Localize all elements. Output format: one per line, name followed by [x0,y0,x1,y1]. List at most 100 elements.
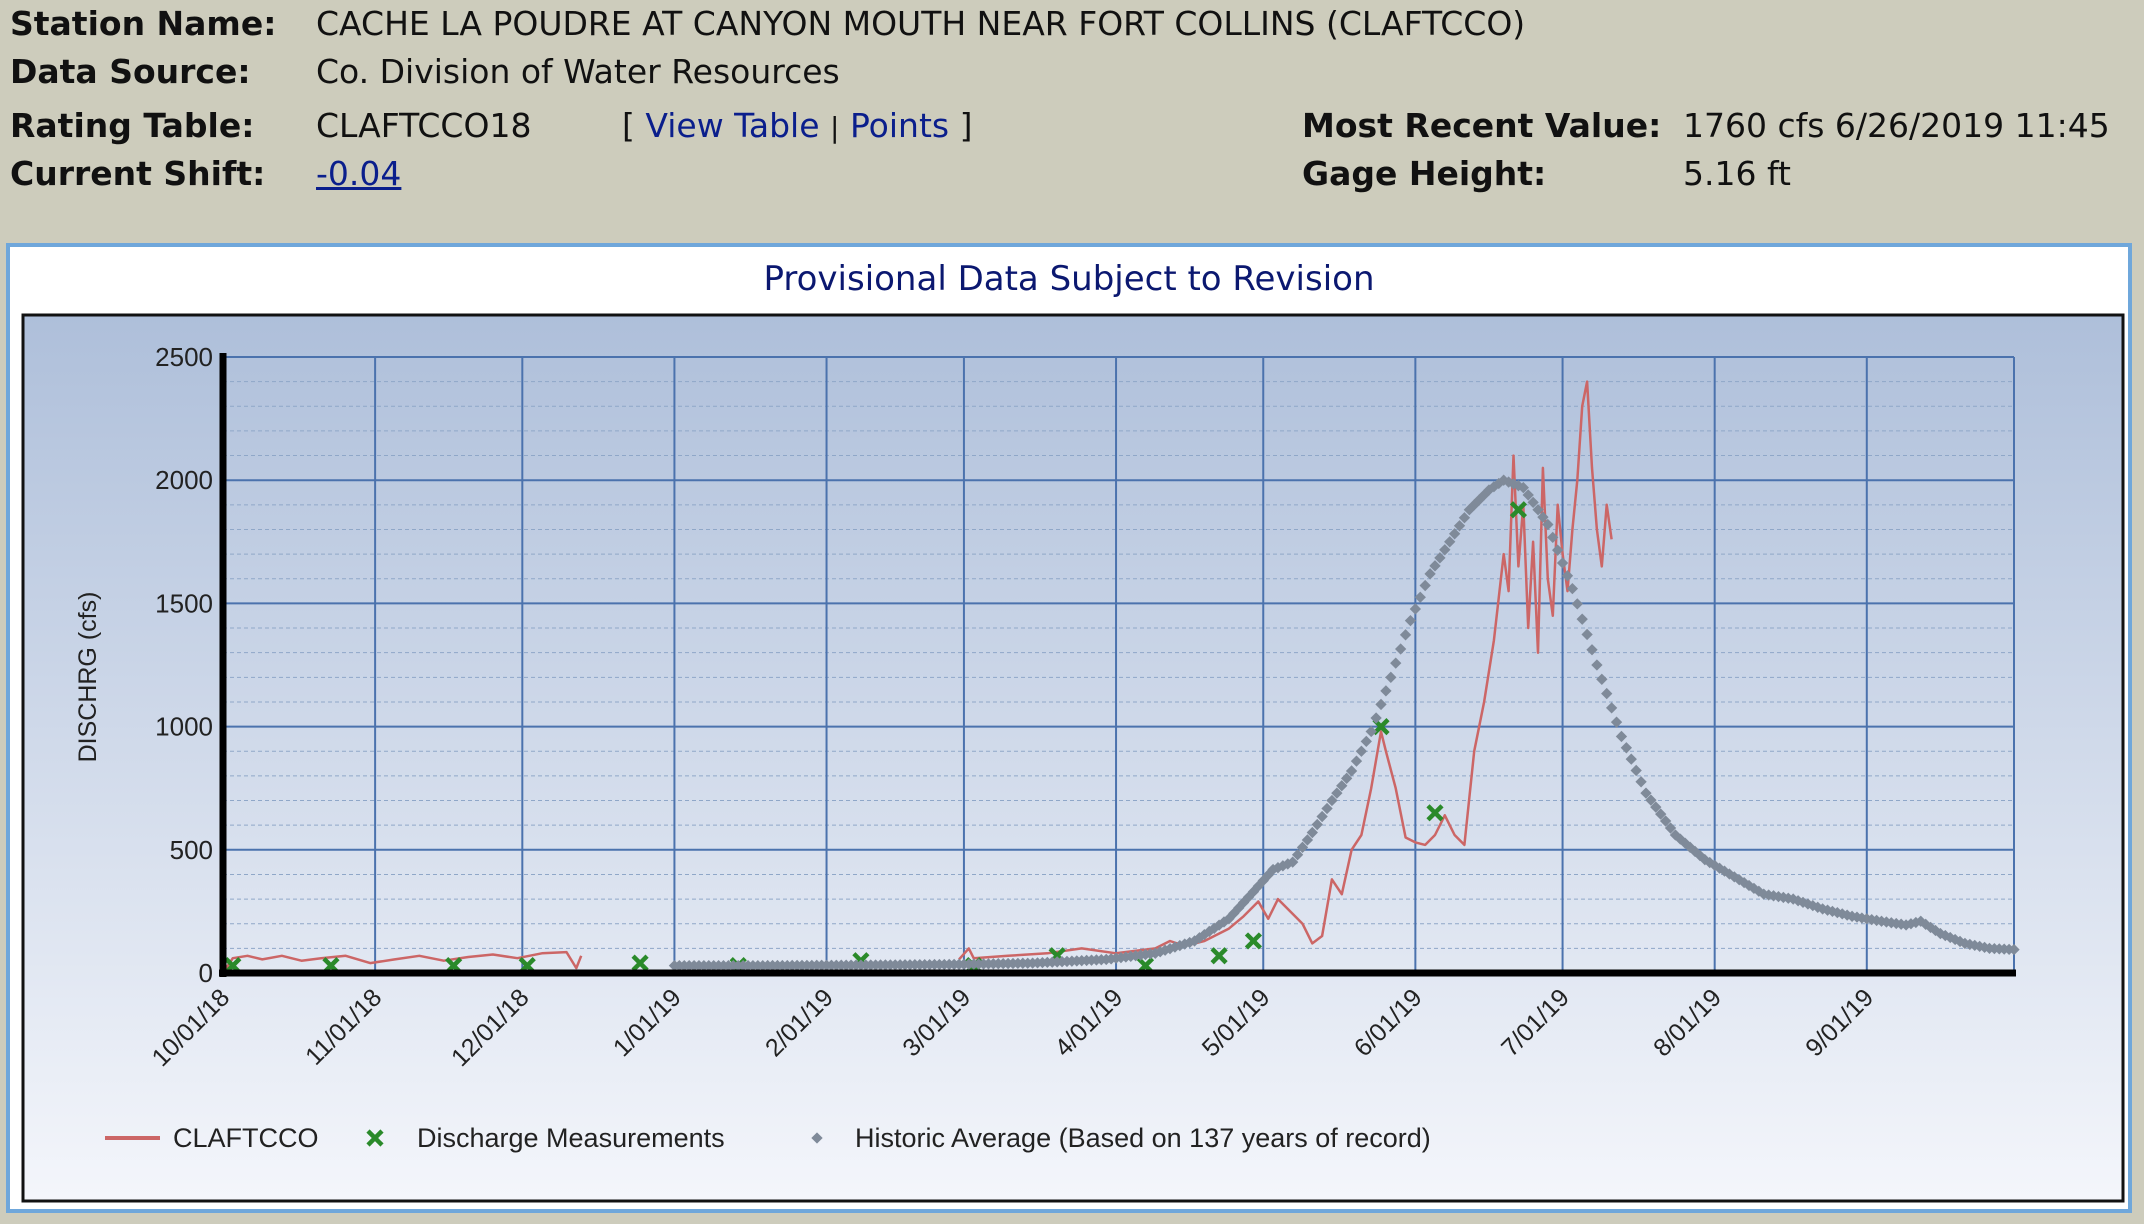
measurement-x-stroke [1210,947,1228,965]
historic-average-point [1326,794,1338,807]
legend-measurement-swatch [366,1129,384,1147]
historic-average-point [1404,614,1417,627]
current-shift-link[interactable]: -0.04 [316,154,402,193]
measurement-x-stroke [631,954,649,972]
historic-average-point [1291,849,1304,861]
historic-average-point [1345,765,1358,777]
historic-average-point [1586,644,1598,656]
historic-average-point [1640,787,1652,799]
historic-average-point [1434,552,1446,564]
historic-average-point [1581,628,1593,641]
historic-average-point [1296,841,1309,853]
discharge-measurement-marker [1509,501,1527,519]
historic-average-point [1385,671,1397,683]
historic-average-point [1287,856,1299,868]
station-name-label: Station Name: [10,4,277,43]
discharge-measurement-marker [1426,804,1444,822]
chart-panel: Provisional Data Subject to Revision 0 50… [6,243,2132,1213]
legend-label: Historic Average (Based on 137 years of … [855,1123,1431,1153]
rating-table-links: [ View Table | Points ] [622,106,972,145]
link-separator: | [830,111,840,144]
view-table-link[interactable]: View Table [645,106,820,145]
historic-average-point [1645,794,1657,806]
y-axis-label: DISCHRG (cfs) [74,592,102,763]
historic-average-point [1444,536,1456,548]
historic-average-point [1306,826,1318,839]
historic-average-point [1566,582,1579,595]
historic-average-point [1453,520,1466,532]
historic-average-point [1321,802,1333,815]
data-source-value: Co. Division of Water Resources [316,52,840,91]
historic-average-point [1336,780,1348,792]
current-shift-label: Current Shift: [10,154,266,193]
historic-average-point [1522,489,1534,501]
y-tick-label: 2000 [155,465,213,495]
historic-average-point [1419,579,1431,592]
y-tick-label: 500 [170,835,213,865]
legend-historic-swatch [811,1132,823,1144]
most-recent-value: 1760 cfs 6/26/2019 11:45 [1683,106,2110,145]
points-link[interactable]: Points [849,106,950,145]
rating-table-label: Rating Table: [10,106,255,145]
bracket-open: [ [622,106,635,145]
historic-average-point [1605,702,1618,714]
most-recent-value-label: Most Recent Value: [1302,106,1662,145]
measurement-x-stroke [1426,804,1444,822]
historic-average-point [1635,776,1647,788]
historic-average-point [1650,801,1662,813]
historic-average-point [1615,730,1628,743]
historic-average-point [1414,591,1426,603]
historic-average-point [1360,735,1372,748]
historic-average-point [1576,613,1588,625]
historic-average-point [1571,598,1583,610]
historic-average-point [1458,512,1471,524]
historic-average-point [1424,568,1436,580]
gage-height-value: 5.16 ft [1683,154,1791,193]
discharge-measurement-marker [1210,947,1228,965]
historic-average-point [1380,685,1392,697]
bracket-close: ] [959,106,973,145]
historic-average-point [1350,755,1363,767]
historic-average-point [1527,496,1539,509]
plot-background [21,313,2125,1203]
historic-average-point [1409,603,1422,615]
historic-average-point [1547,531,1559,544]
station-info-header: Station Name: CACHE LA POUDRE AT CANYON … [0,0,2144,240]
historic-average-point [2008,943,2020,956]
y-tick-label: 0 [199,958,213,988]
discharge-measurement-marker [631,954,649,972]
measurement-x-stroke [1244,932,1263,950]
historic-average-point [1301,834,1314,846]
y-tick-label: 1000 [155,712,213,742]
gage-height-label: Gage Height: [1302,154,1547,193]
historic-average-point [1370,712,1382,724]
station-name-value: CACHE LA POUDRE AT CANYON MOUTH NEAR FOR… [316,4,1526,43]
legend-label: CLAFTCCO [173,1123,319,1153]
historic-average-point [1394,643,1407,655]
data-source-label: Data Source: [10,52,251,91]
historic-average-point [1542,518,1554,531]
y-tick-label: 1500 [155,588,213,618]
historic-average-point [1630,764,1642,777]
measurement-x-stroke [1509,501,1527,519]
legend-label: Discharge Measurements [417,1123,725,1153]
historic-average-point [1375,698,1387,711]
historic-average-point [1390,657,1402,669]
y-tick-label: 2500 [155,342,213,372]
historic-average-point [1596,673,1608,685]
discharge-measurement-marker [1244,932,1263,950]
claftcco-series-line [221,950,583,974]
historic-average-point [1620,742,1633,754]
historic-average-point [1532,504,1544,516]
historic-average-point [1664,822,1677,834]
historic-average-point [1341,772,1353,785]
historic-average-point [1610,716,1623,728]
claftcco-series-line [958,380,1613,961]
historic-average-point [1561,570,1574,582]
historic-average-point [1316,810,1328,823]
historic-average-point [1659,815,1672,827]
rating-table-value: CLAFTCCO18 [316,106,532,145]
historic-average-point [1365,725,1377,738]
historic-average-point [1311,818,1323,831]
